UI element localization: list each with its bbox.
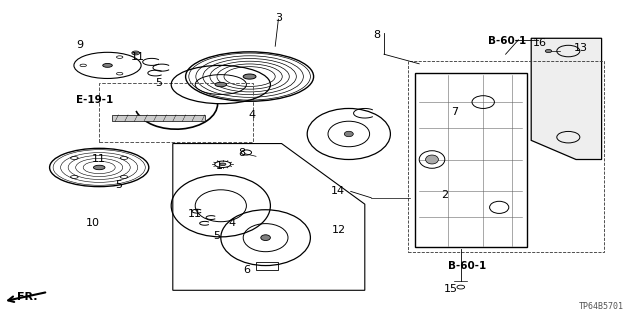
Text: 10: 10 [86,218,100,228]
Ellipse shape [344,131,353,137]
Text: 11: 11 [188,209,202,219]
Text: 7: 7 [451,107,458,117]
Text: 5: 5 [115,180,122,190]
Text: 11: 11 [92,154,106,165]
Text: 6: 6 [243,264,250,275]
Text: 14: 14 [331,186,345,197]
Text: E-19-1: E-19-1 [76,95,113,106]
Text: FR.: FR. [17,292,37,302]
Text: 4: 4 [228,218,236,228]
Text: 9: 9 [76,40,84,50]
Ellipse shape [220,163,226,166]
Ellipse shape [426,155,438,164]
Text: 4: 4 [248,110,255,120]
Polygon shape [531,38,602,160]
Text: B-60-1: B-60-1 [448,261,486,271]
Text: 3: 3 [275,12,282,23]
Text: 13: 13 [574,43,588,53]
Text: 11: 11 [131,52,145,63]
Text: 12: 12 [332,225,346,235]
Circle shape [134,52,138,54]
Text: 15: 15 [444,284,458,294]
Text: 8: 8 [372,30,380,40]
Text: TP64B5701: TP64B5701 [579,302,624,311]
Text: 8: 8 [238,148,246,158]
Text: B-60-1: B-60-1 [488,36,526,47]
Ellipse shape [261,235,270,241]
Ellipse shape [243,74,256,79]
Ellipse shape [103,63,113,67]
Text: 1: 1 [216,161,223,171]
Text: 5: 5 [156,78,162,88]
Polygon shape [112,115,205,121]
Text: 16: 16 [532,38,547,48]
Ellipse shape [93,165,105,170]
Circle shape [545,49,552,53]
Text: 2: 2 [441,189,449,200]
Ellipse shape [215,82,227,87]
Text: 5: 5 [213,231,220,241]
